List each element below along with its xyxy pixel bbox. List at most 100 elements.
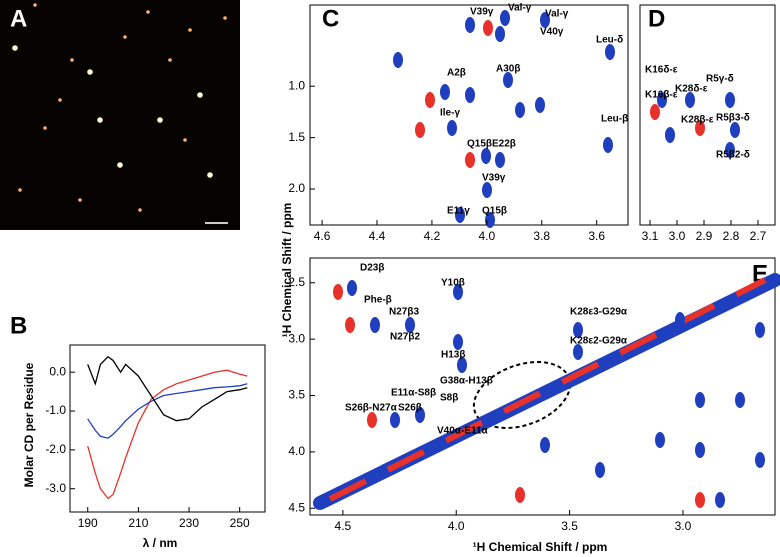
peak — [603, 137, 613, 153]
x-tick-label: 230 — [179, 516, 199, 530]
particle — [183, 138, 187, 142]
particle — [43, 126, 47, 130]
peak — [675, 312, 685, 328]
peak-annotation: V40α-E11α — [437, 426, 489, 437]
x-tick-label: 3.0 — [675, 519, 692, 533]
x-axis-label: ¹H Chemical Shift / ppm — [473, 540, 608, 554]
particle — [33, 3, 37, 7]
y-tick-label: 1.5 — [288, 130, 305, 144]
peak-annotation: Leu-δ — [596, 35, 623, 46]
peak — [405, 317, 415, 333]
peak — [515, 487, 525, 503]
peak — [503, 72, 513, 88]
peak — [370, 317, 380, 333]
peak — [495, 152, 505, 168]
y-tick-label: 1.0 — [288, 78, 305, 92]
peak-annotation: S26β-N27α — [345, 403, 398, 414]
peak-annotation: Phe-β — [364, 295, 392, 306]
panel-label: D — [648, 5, 665, 32]
y-tick-label: -3.0 — [45, 481, 66, 495]
peak — [535, 97, 545, 113]
peak — [483, 20, 493, 36]
peak — [735, 392, 745, 408]
y-axis-label: Molar CD per Residue — [22, 362, 36, 487]
panel-label: A — [10, 5, 27, 32]
x-tick-label: 2.9 — [696, 229, 713, 243]
x-tick-label: 210 — [128, 516, 148, 530]
particle — [70, 58, 74, 62]
peak — [725, 142, 735, 158]
x-tick-label: 2.7 — [750, 229, 767, 243]
y-axis-label: ¹H Chemical Shift / ppm — [280, 203, 294, 338]
peak-annotation: Q15βE22β — [467, 139, 516, 150]
peak — [730, 122, 740, 138]
x-tick-label: 3.5 — [561, 519, 578, 533]
peak — [573, 344, 583, 360]
peak-annotation: K16β-ε — [645, 90, 678, 101]
peak-annotation: H13β — [441, 350, 465, 361]
peak — [695, 492, 705, 508]
particle — [157, 117, 163, 123]
panel-label: B — [10, 312, 27, 339]
spectrum-frame — [639, 4, 776, 226]
peak-annotation: R5β2-δ — [716, 150, 750, 161]
peak — [665, 127, 675, 143]
panel-label: C — [322, 5, 339, 32]
y-tick-label: -2.0 — [45, 442, 66, 456]
peak — [455, 207, 465, 223]
y-tick-label: 0.0 — [49, 364, 66, 378]
peak — [482, 182, 492, 198]
peak — [333, 284, 343, 300]
x-tick-label: 3.8 — [533, 229, 550, 243]
particle — [197, 92, 203, 98]
x-tick-label: 3.0 — [669, 229, 686, 243]
y-tick-label: 4.0 — [288, 444, 305, 458]
peak — [755, 452, 765, 468]
peak — [415, 122, 425, 138]
peak-annotation: Leu-β — [601, 114, 628, 125]
peak — [595, 462, 605, 478]
spectrum-frame — [309, 257, 776, 516]
particle — [138, 208, 142, 212]
peak — [425, 92, 435, 108]
peak — [415, 407, 425, 423]
peak — [465, 17, 475, 33]
peak-annotation: A30β — [496, 64, 520, 75]
peak-annotation: K28ε3-G29α — [570, 307, 628, 318]
peak — [347, 280, 357, 296]
x-tick-label: 3.1 — [642, 229, 659, 243]
particle — [188, 28, 192, 32]
microscopy-image — [0, 0, 240, 230]
x-tick-label: 3.6 — [588, 229, 605, 243]
peak — [695, 442, 705, 458]
peak — [465, 152, 475, 168]
x-tick-label: 190 — [78, 516, 98, 530]
peak-annotation: N27β2 — [390, 332, 420, 343]
peak-annotation: V39γ — [482, 173, 506, 184]
peak — [650, 104, 660, 120]
peak-annotation: A2β — [447, 68, 466, 79]
peak — [725, 92, 735, 108]
x-tick-label: 2.8 — [723, 229, 740, 243]
cd-curve — [87, 369, 248, 500]
peak — [695, 120, 705, 136]
peak — [685, 92, 695, 108]
peak — [465, 87, 475, 103]
peak — [393, 52, 403, 68]
peak — [755, 322, 765, 338]
peak — [390, 412, 400, 428]
peak — [453, 284, 463, 300]
y-tick-label: 3.0 — [288, 331, 305, 345]
peak-annotation: S8β — [440, 393, 458, 404]
peak-annotation: V40γ — [540, 27, 564, 38]
particle — [18, 188, 22, 192]
particle — [87, 69, 93, 75]
particle — [97, 117, 103, 123]
cd-curve — [87, 355, 248, 422]
x-tick-label: 250 — [230, 516, 250, 530]
particle — [117, 162, 123, 168]
cd-curve — [87, 383, 248, 439]
x-tick-label: 4.6 — [314, 229, 331, 243]
peak-annotation: E11γ — [447, 206, 470, 217]
